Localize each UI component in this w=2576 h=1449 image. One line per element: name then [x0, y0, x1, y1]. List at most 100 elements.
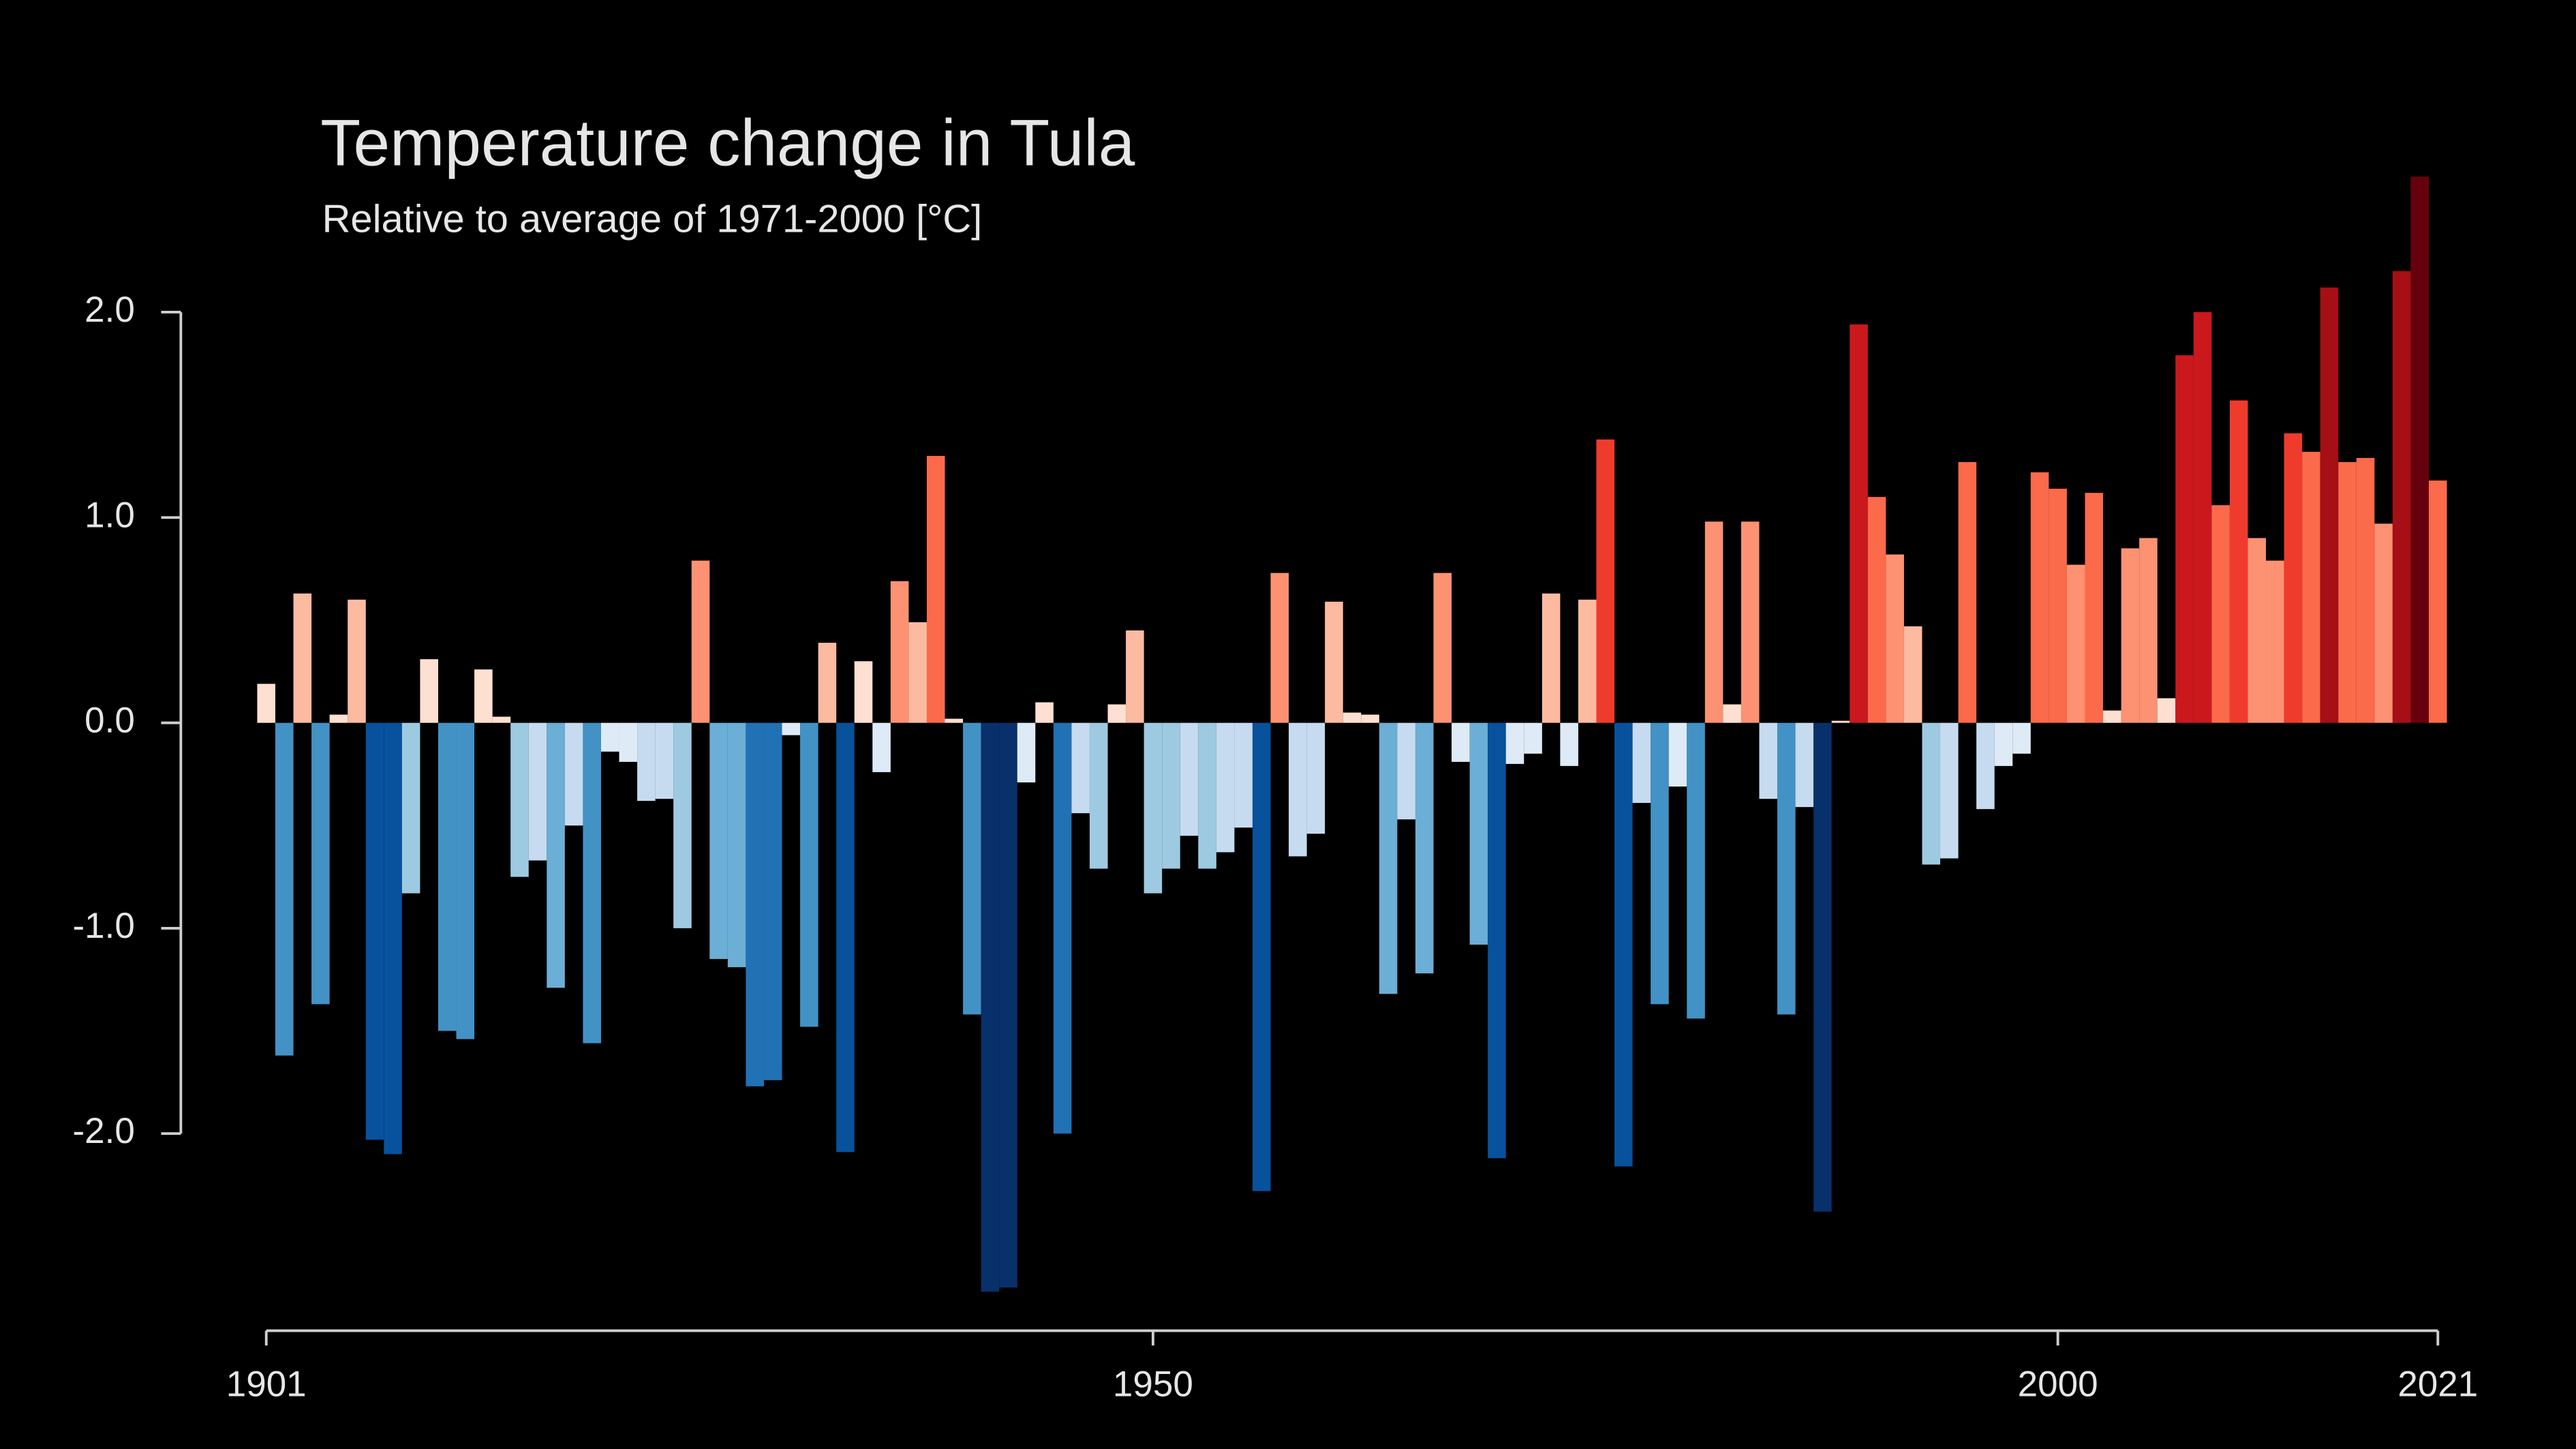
- bar: [1831, 720, 1850, 723]
- bar: [2049, 489, 2067, 723]
- bar: [1379, 722, 1398, 994]
- bar: [1234, 722, 1253, 828]
- bar: [818, 643, 837, 723]
- bar: [1759, 722, 1778, 799]
- bar: [1216, 722, 1235, 853]
- bar: [2429, 481, 2447, 723]
- bar: [763, 722, 782, 1080]
- bar: [438, 722, 457, 1031]
- bar: [1017, 722, 1036, 782]
- bar: [1813, 722, 1832, 1212]
- bar: [2193, 311, 2212, 723]
- bar: [1668, 722, 1687, 787]
- y-tick-label: -1.0: [73, 906, 135, 946]
- bar: [872, 722, 891, 772]
- bar: [1452, 722, 1470, 762]
- bar: [1903, 626, 1922, 723]
- x-tick-label: 1901: [226, 1364, 307, 1404]
- bar: [1542, 593, 1561, 723]
- bar: [1488, 722, 1506, 1159]
- bar: [981, 722, 1000, 1292]
- bar: [1270, 573, 1289, 723]
- bar: [2157, 698, 2176, 723]
- bar: [275, 722, 294, 1056]
- chart-subtitle: Relative to average of 1971-2000 [°C]: [322, 198, 983, 241]
- bar: [1741, 521, 1760, 723]
- x-tick-label: 2021: [2397, 1364, 2478, 1404]
- bar: [2175, 355, 2194, 723]
- bar: [1144, 722, 1163, 894]
- bar: [456, 722, 475, 1039]
- bar: [2374, 523, 2393, 723]
- y-tick-label: -2.0: [73, 1111, 135, 1151]
- bar: [492, 716, 511, 723]
- bar: [1940, 722, 1959, 859]
- bar: [1886, 554, 1904, 723]
- bar: [1524, 722, 1542, 754]
- bar: [1162, 722, 1180, 869]
- bar: [746, 722, 764, 1086]
- bar: [1578, 599, 1597, 723]
- bar: [2030, 472, 2049, 723]
- bar: [2012, 722, 2031, 754]
- bar: [1343, 712, 1362, 723]
- bar: [2410, 177, 2429, 723]
- bar: [257, 684, 275, 723]
- bar: [510, 722, 529, 877]
- bar: [2284, 433, 2303, 723]
- bar: [1053, 722, 1072, 1134]
- bar: [673, 722, 692, 928]
- bar: [1922, 722, 1941, 865]
- bar: [1071, 722, 1090, 814]
- bar: [1795, 722, 1814, 808]
- bar: [1958, 461, 1977, 723]
- bar: [1289, 722, 1307, 857]
- bar: [2103, 710, 2121, 723]
- bar: [2302, 451, 2320, 723]
- chart-title: Temperature change in Tula: [320, 106, 1135, 179]
- bar: [1867, 497, 1886, 723]
- bar: [365, 722, 384, 1140]
- bar: [2338, 461, 2357, 723]
- bar: [2320, 287, 2339, 723]
- bar: [1505, 722, 1524, 764]
- bar: [1035, 702, 1054, 723]
- y-tick-label: 2.0: [85, 290, 135, 330]
- bar: [1252, 722, 1271, 1191]
- bar: [1560, 722, 1578, 766]
- bar: [1126, 630, 1144, 723]
- bar: [1632, 722, 1651, 804]
- bar: [1397, 722, 1415, 820]
- bar: [293, 593, 312, 723]
- bar: [655, 722, 674, 799]
- bar: [528, 722, 547, 861]
- bar: [1976, 722, 1995, 810]
- bar: [1596, 439, 1615, 723]
- bar: [547, 722, 565, 988]
- bar: [2121, 548, 2140, 723]
- bar: [1704, 521, 1723, 723]
- bar: [890, 581, 909, 723]
- bar: [2139, 538, 2158, 723]
- bar: [583, 722, 601, 1043]
- y-tick-label: 0.0: [85, 701, 135, 741]
- bar: [963, 722, 981, 1015]
- bar: [2392, 271, 2411, 723]
- bar: [800, 722, 818, 1027]
- bar: [2266, 560, 2284, 723]
- bar: [311, 722, 330, 1005]
- bar: [727, 722, 746, 968]
- bar: [1614, 722, 1633, 1167]
- bar: [1469, 722, 1488, 945]
- bar: [384, 722, 402, 1155]
- bar: [2085, 493, 2104, 723]
- bar: [2248, 538, 2267, 723]
- bar: [600, 722, 619, 752]
- bar: [401, 722, 420, 894]
- y-tick-label: 1.0: [85, 495, 135, 535]
- bar: [329, 714, 348, 723]
- bar: [836, 722, 855, 1153]
